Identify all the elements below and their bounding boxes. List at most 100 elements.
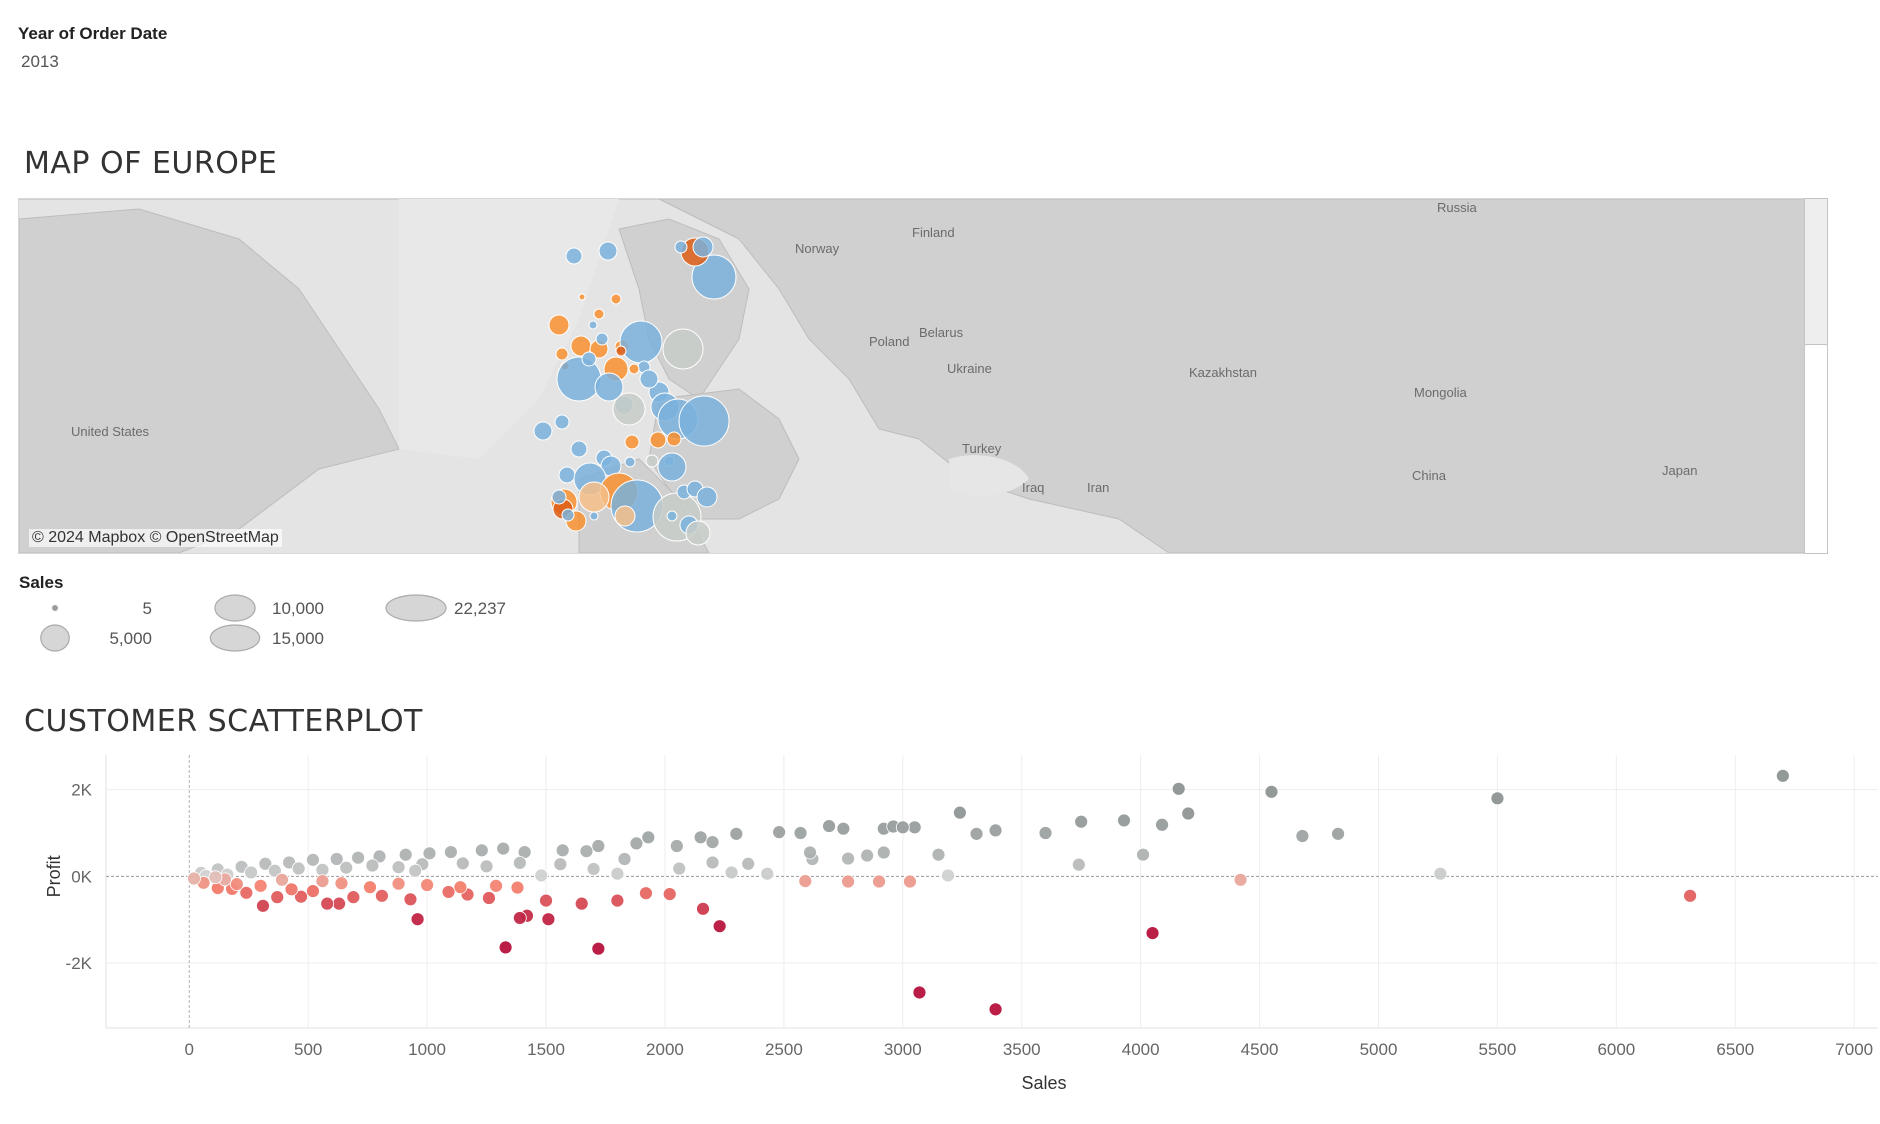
map-attribution[interactable]: © 2024 Mapbox © OpenStreetMap (29, 529, 282, 547)
scatter-point (553, 857, 568, 872)
scatter-point (398, 847, 413, 862)
map-label-mongolia: Mongolia (1414, 385, 1468, 400)
map-bubble (649, 431, 667, 449)
map-water (949, 455, 1029, 496)
scatter-point (1155, 817, 1169, 832)
scatter-point (617, 852, 632, 866)
map-bubble (666, 510, 678, 522)
scatter-point (903, 874, 917, 889)
size-legend-title: Sales (19, 573, 64, 592)
scatter-point (320, 896, 335, 911)
scatter-point (284, 882, 299, 897)
scatter-point (772, 825, 787, 840)
scatter-point (803, 845, 817, 860)
x-tick-label: 6500 (1716, 1040, 1754, 1059)
map-bubble (561, 508, 575, 522)
scatter-point (539, 893, 553, 908)
map-scrollbar-thumb[interactable] (1805, 199, 1827, 345)
scatter-point (629, 836, 644, 851)
map-bubble (533, 421, 553, 441)
map-bubble (548, 314, 570, 336)
scatter-point (741, 856, 756, 871)
map-bubble (692, 236, 714, 258)
scatter-point (408, 863, 423, 878)
scatter-point (498, 940, 513, 955)
x-tick-label: 3500 (1003, 1040, 1041, 1059)
x-tick-label: 1500 (527, 1040, 565, 1059)
map-ocean (399, 199, 619, 459)
scatter-point (372, 849, 387, 864)
scatter-point (693, 830, 708, 845)
filter-title: Year of Order Date (18, 24, 168, 43)
scatter-point (798, 874, 813, 889)
scatter-point (420, 878, 435, 892)
map-bubble (615, 345, 627, 357)
map-bubble (666, 431, 682, 447)
scatter-point (410, 912, 425, 927)
scatter-point (422, 846, 437, 861)
scatter-point (267, 863, 282, 878)
map-label-kazakhstan: Kazakhstan (1189, 365, 1257, 380)
scatter-point (705, 835, 720, 849)
map-bubble (657, 452, 687, 482)
scatter-point (1683, 888, 1697, 903)
map-canvas[interactable]: Russia Finland Norway Belarus Poland Ukraine K… (19, 199, 1815, 553)
scatter-point (256, 898, 270, 913)
scatter-point (474, 843, 489, 858)
scatter-point (760, 866, 775, 881)
map-label-japan: Japan (1662, 463, 1697, 478)
scatter-point (672, 861, 687, 876)
scatter-point (1171, 781, 1186, 796)
scatter-point (724, 865, 739, 880)
scatter-point (208, 870, 223, 885)
map-bubble (645, 454, 659, 468)
y-tick-label: 0K (71, 867, 92, 886)
scatter-point (239, 885, 254, 900)
x-tick-label: 4000 (1122, 1040, 1160, 1059)
map-land-0 (19, 199, 1815, 553)
scatter-point (793, 826, 808, 840)
size-legend-label: 5 (143, 599, 152, 618)
customer-scatterplot[interactable]: 0 500 1000 1500 2000 2500 3000 3500 4000 4500 5000… (0, 740, 1880, 1124)
map-bubble (593, 308, 605, 320)
scatter-point (187, 871, 201, 886)
europe-map[interactable]: Russia Finland Norway Belarus Poland Ukraine K… (18, 198, 1816, 554)
x-tick-label: 2000 (646, 1040, 684, 1059)
map-bubble (685, 520, 711, 546)
map-bubble (610, 293, 622, 305)
x-tick-label: 0 (185, 1040, 194, 1059)
map-label-belarus: Belarus (919, 325, 964, 340)
map-bubble (578, 293, 586, 301)
scatter-point (610, 866, 625, 881)
map-bubble (691, 254, 737, 300)
map-bubble (678, 395, 730, 447)
scatter-point (375, 888, 389, 903)
map-label-norway: Norway (795, 241, 840, 256)
scatter-point (907, 820, 922, 835)
scatter-point (244, 865, 258, 880)
size-legend-label: 15,000 (272, 629, 324, 648)
scatter-point (275, 872, 289, 887)
scatter-point (860, 848, 875, 863)
size-legend-mark (209, 624, 261, 652)
scatter-point (534, 868, 549, 883)
size-legend-mark (214, 594, 256, 622)
map-bubble (588, 320, 598, 330)
scatter-point (969, 826, 984, 841)
scatter-point (482, 891, 496, 905)
scatter-point (841, 851, 855, 866)
scatter-point (351, 850, 366, 865)
map-scrollbar[interactable] (1804, 198, 1828, 554)
map-title: MAP OF EUROPE (24, 146, 278, 181)
map-label-poland: Poland (869, 334, 909, 349)
map-bubble (554, 414, 570, 430)
filter-value[interactable]: 2013 (21, 52, 59, 71)
map-land-1 (19, 208, 400, 553)
map-bubble (612, 392, 646, 426)
x-tick-label: 4500 (1241, 1040, 1279, 1059)
y-tick-label: 2K (71, 781, 92, 800)
scatter-point (1233, 872, 1248, 887)
scatter-point (441, 885, 456, 899)
scatter-point (1181, 806, 1196, 821)
scatter-point (541, 912, 556, 927)
